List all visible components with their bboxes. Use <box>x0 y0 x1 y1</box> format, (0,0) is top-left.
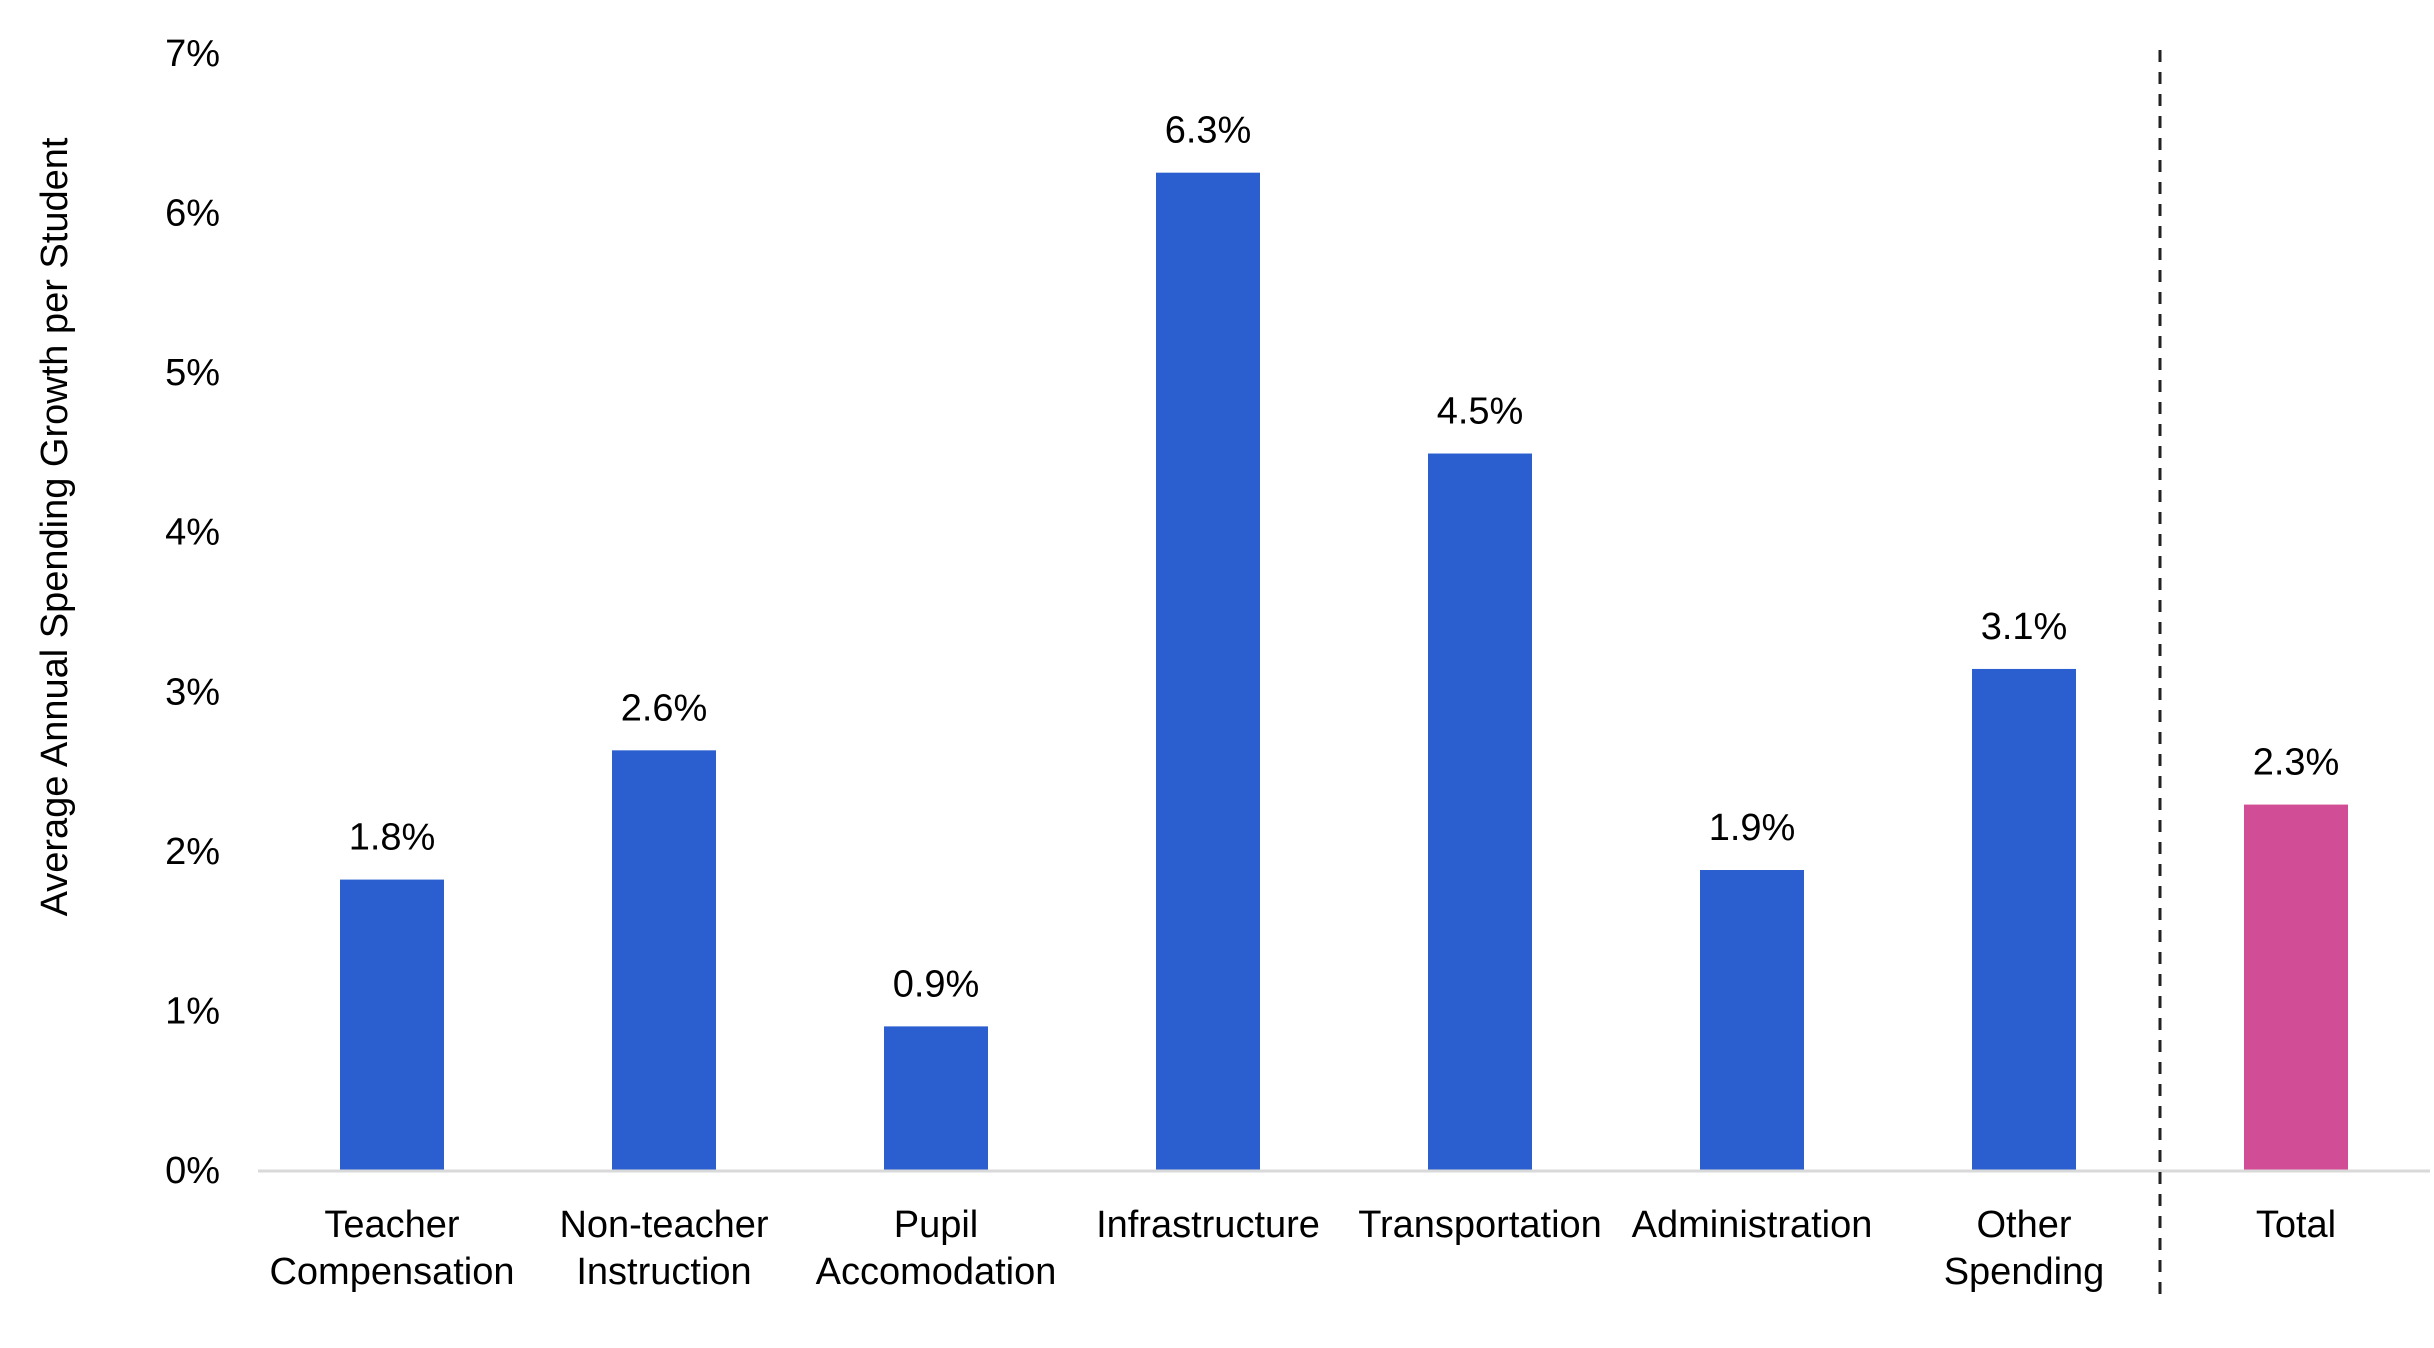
bar <box>612 750 716 1170</box>
data-label: 6.3% <box>1165 110 1252 152</box>
y-tick-label: 3% <box>165 671 220 713</box>
x-tick-label: Transportation <box>1358 1204 1602 1246</box>
x-tick-label: Instruction <box>576 1251 751 1293</box>
category-labels: Teacher Compensation Non-teacher Instructio… <box>269 1204 2336 1293</box>
x-tick-label: Infrastructure <box>1096 1204 1320 1246</box>
y-tick-label: 6% <box>165 193 220 235</box>
y-tick-label: 0% <box>165 1150 220 1192</box>
data-label: 2.3% <box>2253 742 2340 784</box>
y-tick-label: 5% <box>165 352 220 394</box>
x-tick-label: Total <box>2256 1204 2336 1246</box>
data-label: 0.9% <box>893 963 980 1005</box>
bars <box>340 172 2348 1170</box>
bar <box>1156 172 1260 1170</box>
data-label: 3.1% <box>1981 606 2068 648</box>
x-tick-label: Compensation <box>269 1251 514 1293</box>
x-tick-label: Other <box>1976 1204 2071 1246</box>
x-tick-label: Teacher <box>324 1204 460 1246</box>
x-tick-label: Non-teacher <box>559 1204 768 1246</box>
x-tick-label: Pupil <box>894 1204 979 1246</box>
bar <box>2244 804 2348 1170</box>
bar <box>884 1026 988 1170</box>
data-label: 4.5% <box>1437 391 1524 433</box>
bar <box>1428 453 1532 1170</box>
y-tick-label: 7% <box>165 33 220 75</box>
data-label: 1.9% <box>1709 807 1796 849</box>
y-tick-label: 2% <box>165 831 220 873</box>
bar <box>1972 668 2076 1170</box>
y-tick-label: 1% <box>165 990 220 1032</box>
bar <box>340 879 444 1170</box>
x-tick-label: Administration <box>1632 1204 1873 1246</box>
data-label: 1.8% <box>349 817 436 859</box>
y-axis-title: Average Annual Spending Growth per Stude… <box>34 137 76 916</box>
x-tick-label: Accomodation <box>816 1251 1057 1293</box>
y-tick-label: 4% <box>165 512 220 554</box>
y-axis-ticks: 0% 1% 2% 3% 4% 5% 6% 7% <box>165 33 220 1192</box>
data-label: 2.6% <box>621 687 708 729</box>
bar <box>1700 870 1804 1170</box>
data-labels: 1.8% 2.6% 0.9% 6.3% 4.5% 1.9% 3.1% 2.3% <box>349 110 2340 1006</box>
x-tick-label: Spending <box>1944 1251 2105 1293</box>
